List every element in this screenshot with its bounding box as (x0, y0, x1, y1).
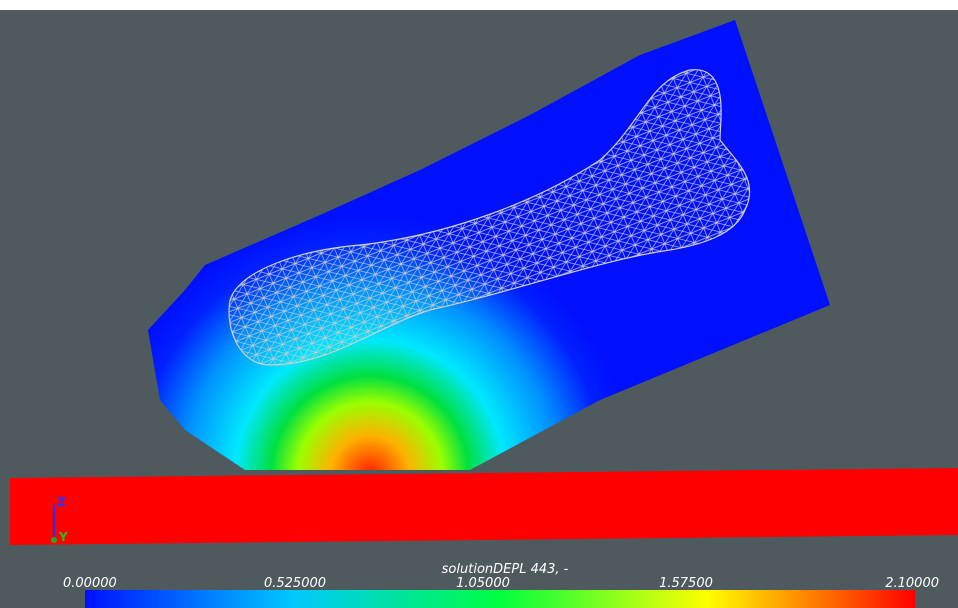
axis-z-label: Z (57, 495, 66, 509)
toolbar-strip (0, 0, 958, 10)
colorbar-label: 1.05000 (456, 576, 510, 591)
axes-triad: Z Y (51, 495, 68, 544)
colorbar-labels: 0.00000 0.525000 1.05000 1.57500 2.10000 (63, 576, 939, 591)
axis-y-label: Y (58, 530, 68, 544)
base-plate (10, 468, 958, 545)
colorbar-label: 0.525000 (264, 576, 326, 591)
colorbar-label: 1.57500 (659, 576, 713, 591)
colorbar (85, 590, 915, 608)
wireframe-outline (228, 69, 751, 366)
colorbar-title: solutionDEPL 443, - (442, 562, 569, 577)
colorbar-label: 2.10000 (885, 576, 939, 591)
colorbar-label: 0.00000 (63, 576, 117, 591)
